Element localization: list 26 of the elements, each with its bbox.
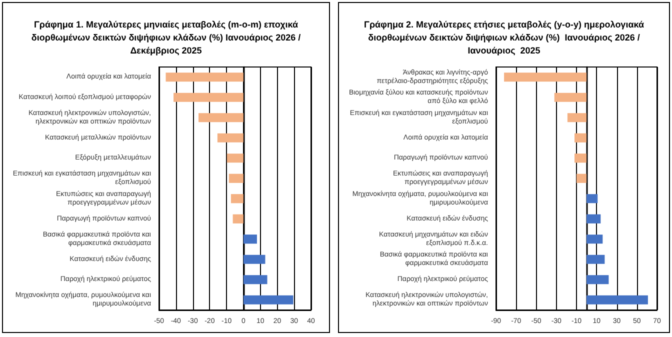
bar bbox=[586, 194, 598, 204]
bar bbox=[226, 154, 244, 163]
bar bbox=[586, 275, 609, 284]
bar bbox=[232, 214, 244, 224]
bar bbox=[174, 92, 244, 102]
bar bbox=[230, 194, 244, 204]
bar bbox=[228, 174, 244, 183]
bar bbox=[243, 254, 266, 264]
bar bbox=[586, 254, 605, 264]
bar bbox=[243, 295, 294, 304]
bar bbox=[574, 133, 587, 142]
bar bbox=[217, 133, 244, 142]
bar bbox=[243, 234, 257, 244]
chart-title: Γράφημα 1. Μεγαλύτερες μηνιαίες μεταβολές (m-o-m) εποχικά διορθωμένων δεικτών διψήφιων κλάδων (%) Ιανουάριος 2026 / Δεκέμβριος 2025 bbox=[31, 20, 302, 56]
bar bbox=[586, 295, 648, 304]
bar bbox=[576, 174, 587, 183]
bar bbox=[198, 113, 244, 122]
bar bbox=[586, 234, 603, 244]
bar bbox=[554, 92, 587, 102]
bar bbox=[567, 113, 587, 122]
bar bbox=[504, 72, 587, 82]
bar bbox=[243, 275, 268, 284]
bar bbox=[586, 214, 601, 224]
chart-title: Γράφημα 2. Μεγαλύτερες ετήσιες μεταβολές (y-o-y) ημερολογιακά διορθωμένων δεικτών διψήφιων κλάδων (%) Ιανουάριος 2026 / Ιανουάριος 2025 bbox=[364, 20, 644, 56]
bar bbox=[166, 72, 244, 82]
bar bbox=[574, 154, 587, 163]
